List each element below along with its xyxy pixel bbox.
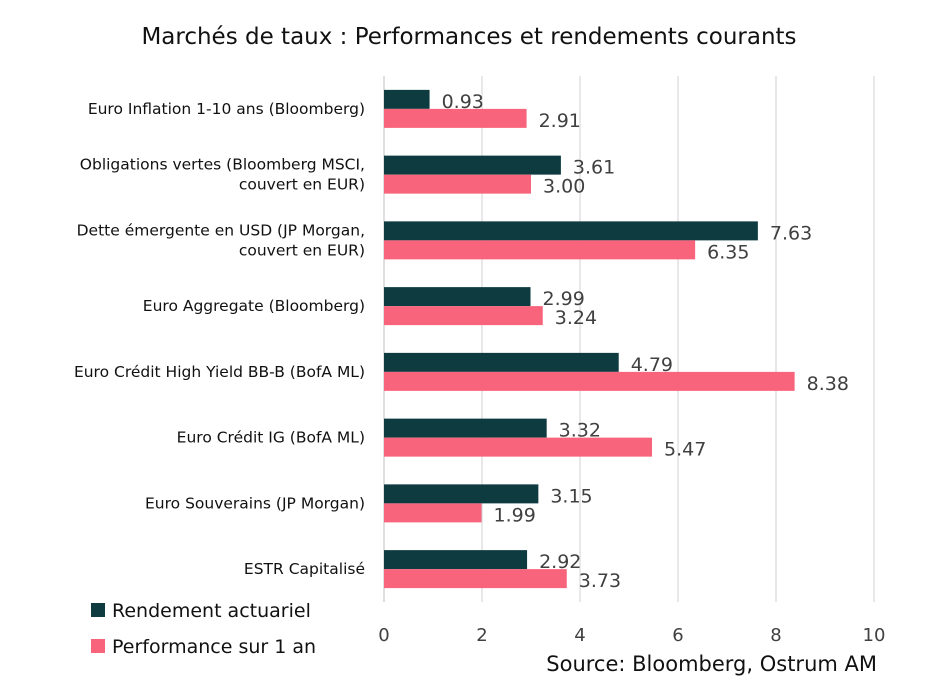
data-label: 2.91 [539, 110, 581, 132]
bar-rendement [384, 484, 539, 504]
bar-rendement [384, 550, 528, 570]
x-tick-label: 10 [863, 625, 886, 646]
bar-rendement [384, 418, 547, 438]
legend-label-rendement: Rendement actuariel [112, 600, 311, 622]
data-label: 3.61 [573, 157, 615, 179]
data-label: 3.73 [579, 570, 621, 592]
bar-performance [384, 503, 482, 523]
legend: Rendement actuariel Performance sur 1 an [91, 600, 316, 658]
bar-performance [384, 371, 795, 391]
category-label: Euro Crédit High Yield BB-B (BofA ML) [74, 363, 365, 381]
legend-swatch-rendement [91, 603, 105, 617]
bar-rendement [384, 155, 561, 175]
data-label: 6.35 [707, 241, 749, 263]
category-label: Euro Crédit IG (BofA ML) [177, 429, 365, 447]
x-tick-label: 2 [476, 625, 487, 646]
data-label: 3.24 [555, 307, 597, 329]
bar-performance [384, 437, 653, 457]
data-label: 3.32 [559, 420, 601, 442]
x-tick-label: 0 [378, 625, 389, 646]
category-label: couvert en EUR) [239, 241, 365, 259]
category-label: Euro Souverains (JP Morgan) [145, 494, 365, 512]
bars [384, 89, 795, 589]
data-label: 1.99 [494, 504, 536, 526]
category-labels: Euro Inflation 1-10 ans (Bloomberg) Oblig… [74, 100, 365, 578]
data-label: 3.15 [550, 485, 592, 507]
bar-performance [384, 569, 567, 589]
legend-label-performance: Performance sur 1 an [112, 636, 316, 658]
x-tick-labels: 0 2 4 6 8 10 [378, 625, 885, 646]
data-label: 3.00 [543, 176, 585, 198]
data-label: 5.47 [664, 439, 706, 461]
bar-rendement [384, 89, 430, 109]
x-tick-label: 6 [672, 625, 683, 646]
bar-performance [384, 174, 531, 194]
source-note: Source: Bloomberg, Ostrum AM [546, 652, 877, 676]
x-tick-label: 4 [574, 625, 585, 646]
category-label: ESTR Capitalisé [244, 560, 365, 578]
category-label: Euro Aggregate (Bloomberg) [143, 297, 365, 315]
legend-swatch-performance [91, 639, 105, 653]
bar-performance [384, 240, 696, 260]
data-label: 4.79 [631, 354, 673, 376]
chart-title: Marchés de taux : Performances et rendem… [141, 24, 796, 50]
data-label: 2.92 [539, 551, 581, 573]
data-label: 2.99 [543, 288, 585, 310]
x-tick-label: 8 [770, 625, 781, 646]
data-label: 7.63 [770, 222, 812, 244]
bar-performance [384, 108, 527, 128]
category-label: Obligations vertes (Bloomberg MSCI, [80, 156, 365, 174]
data-label: 0.93 [442, 91, 484, 113]
value-labels: 0.93 2.91 3.613.00 7.63 6.35 2.993.24 4.79 8.38… [442, 91, 849, 592]
bar-rendement [384, 287, 531, 307]
category-label: Euro Inflation 1-10 ans (Bloomberg) [88, 100, 365, 118]
bar-rendement [384, 352, 619, 372]
category-label: couvert en EUR) [239, 176, 365, 194]
data-label: 8.38 [807, 373, 849, 395]
gridlines [383, 76, 875, 602]
bar-rendement [384, 221, 758, 241]
category-label: Dette émergente en USD (JP Morgan, [77, 221, 365, 239]
bar-performance [384, 306, 543, 326]
